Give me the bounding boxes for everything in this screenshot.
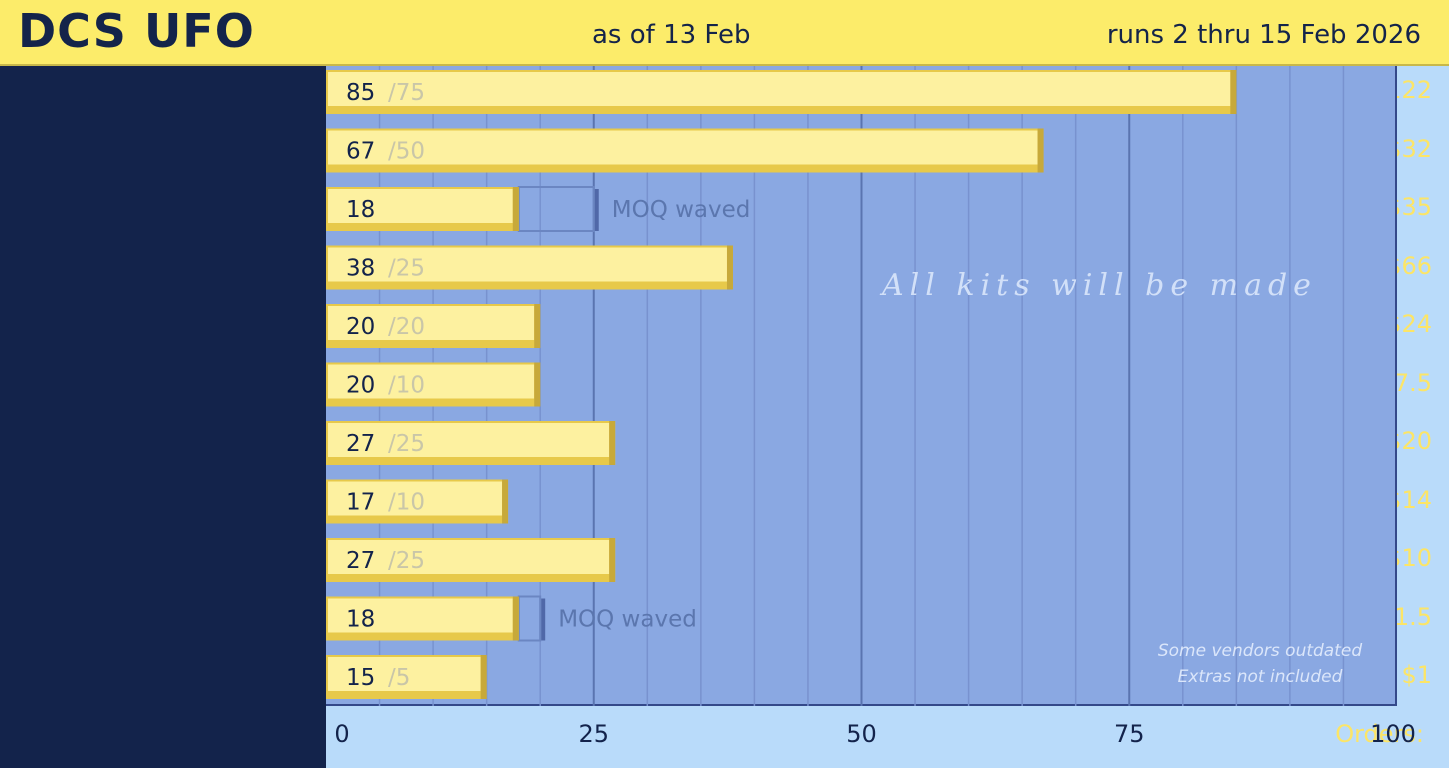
bar — [328, 423, 610, 457]
bar-edge — [609, 421, 616, 465]
header: DCS UFO as of 13 Feb runs 2 thru 15 Feb … — [0, 0, 1449, 66]
bar-value-label: 20 — [346, 373, 375, 399]
x-tick-label: 0 — [334, 720, 350, 748]
bar-value-label: 20 — [346, 314, 375, 340]
bar — [328, 130, 1038, 165]
bar-value-label: 38 — [346, 256, 375, 282]
moq-note: MOQ waved — [612, 197, 751, 223]
bar-target-label: /10 — [388, 373, 425, 399]
bar-edge — [534, 362, 541, 407]
bar — [328, 540, 610, 574]
x-tick-label: 25 — [578, 720, 610, 748]
plot-area: 85/75 67/50 MOQ waved 18 38/25 20/20 20/10 27/2… — [326, 66, 1397, 706]
bar-value-label: 18 — [346, 197, 375, 223]
bar-value-label: 15 — [346, 665, 375, 691]
x-tick-label: 75 — [1113, 720, 1145, 748]
note-vendors: Some vendors outdated — [1157, 641, 1363, 661]
bar-target-label: /25 — [388, 431, 425, 457]
bar-edge — [512, 187, 519, 231]
x-tick-label: 50 — [846, 720, 877, 748]
bar — [328, 247, 727, 282]
bar-edge — [534, 304, 541, 348]
bar-edge — [609, 538, 616, 582]
note-extras: Extras not included — [1177, 667, 1343, 687]
moq-target-outline — [517, 186, 595, 232]
bar-target-label: /10 — [388, 490, 425, 516]
bar-value-label: 27 — [346, 431, 375, 457]
run-dates: runs 2 thru 15 Feb 2026 — [1106, 20, 1421, 50]
bar-target-label: /25 — [388, 256, 425, 282]
bar-target-label: /5 — [388, 665, 410, 691]
category-label-panel — [0, 66, 326, 768]
bar-edge — [1230, 70, 1237, 114]
moq-target-edge — [541, 598, 546, 641]
moq-target-edge — [594, 189, 599, 231]
bar-value-label: 17 — [346, 490, 375, 516]
bar-value-label: 27 — [346, 548, 375, 574]
bar-target-label: /20 — [388, 314, 425, 340]
page-title: DCS UFO — [18, 4, 255, 58]
bar-value-label: 18 — [346, 607, 375, 633]
moq-note: MOQ waved — [558, 607, 697, 633]
x-axis-label: Orders: — [1335, 720, 1424, 748]
bar-edge — [502, 479, 509, 524]
bar — [328, 481, 503, 516]
bar-target-label: /50 — [388, 139, 425, 165]
moq-target-outline — [517, 595, 542, 642]
bar — [328, 72, 1231, 106]
bar — [328, 306, 535, 340]
chart-annotation: All kits will be made — [882, 268, 1317, 303]
date-subtitle: as of 13 Feb — [592, 20, 751, 50]
bar-edge — [512, 596, 519, 641]
bar — [328, 598, 513, 633]
bar-edge — [1037, 128, 1044, 173]
bar-chart: 85/75 67/50 MOQ waved 18 38/25 20/20 20/10 27/2… — [326, 66, 1345, 706]
bar-target-label: /75 — [388, 80, 425, 106]
bar — [328, 364, 535, 399]
bar-value-label: 67 — [346, 139, 375, 165]
bar-edge — [726, 245, 733, 290]
x-tick-label: 100 — [1370, 720, 1416, 748]
bar — [328, 189, 513, 223]
bar-value-label: 85 — [346, 80, 375, 106]
bar-target-label: /25 — [388, 548, 425, 574]
bar — [328, 657, 481, 691]
bar-edge — [480, 655, 487, 699]
